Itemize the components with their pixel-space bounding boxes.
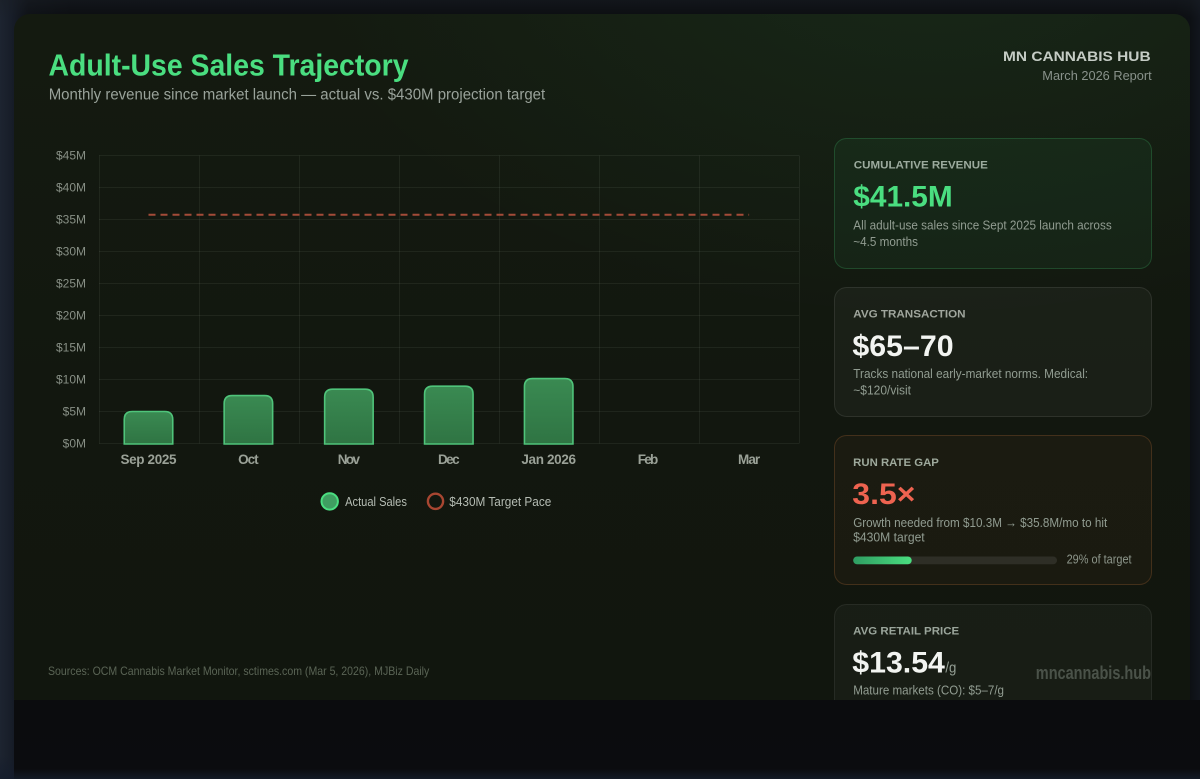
svg-text:Feb: Feb [638, 452, 658, 467]
svg-text:$20M: $20M [56, 309, 86, 323]
svg-text:Tracks national early-market n: Tracks national early-market norms. Medi… [853, 366, 1088, 381]
svg-text:Monthly revenue since market l: Monthly revenue since market launch — ac… [49, 87, 546, 104]
svg-text:$0M: $0M [63, 437, 86, 451]
svg-text:$41.5M: $41.5M [853, 181, 952, 214]
svg-text:$430M Target Pace: $430M Target Pace [449, 494, 551, 509]
svg-text:Mar: Mar [738, 452, 761, 467]
svg-text:Oct: Oct [238, 452, 259, 467]
svg-text:29% of target: 29% of target [1067, 552, 1132, 566]
svg-text:Sep 2025: Sep 2025 [121, 452, 177, 467]
svg-text:Jan 2026: Jan 2026 [521, 452, 576, 467]
svg-text:Adult-Use Sales Trajectory: Adult-Use Sales Trajectory [49, 49, 409, 83]
svg-text:Dec: Dec [438, 452, 460, 467]
svg-text:mncannabis.hub: mncannabis.hub [1036, 662, 1151, 683]
svg-text:~4.5 months: ~4.5 months [853, 234, 918, 249]
svg-text:$30M: $30M [56, 245, 86, 259]
svg-text:AVG TRANSACTION: AVG TRANSACTION [853, 308, 965, 320]
svg-text:AVG RETAIL PRICE: AVG RETAIL PRICE [853, 625, 959, 637]
svg-text:$13.54: $13.54 [852, 647, 945, 680]
svg-text:Actual Sales: Actual Sales [345, 494, 407, 509]
svg-text:MN CANNABIS HUB: MN CANNABIS HUB [1003, 49, 1151, 64]
svg-text:All adult-use sales since Sept: All adult-use sales since Sept 2025 laun… [853, 218, 1112, 233]
svg-text:Mature markets (CO): $5–7/g: Mature markets (CO): $5–7/g [853, 682, 1004, 697]
svg-text:/g: /g [945, 661, 956, 677]
svg-text:$40M: $40M [56, 181, 86, 195]
svg-text:RUN RATE GAP: RUN RATE GAP [853, 457, 939, 469]
svg-text:Sources: OCM Cannabis Market M: Sources: OCM Cannabis Market Monitor, sc… [48, 664, 429, 678]
svg-text:3.5×: 3.5× [852, 478, 915, 511]
svg-text:$15M: $15M [56, 341, 86, 355]
svg-text:$35M: $35M [56, 213, 86, 227]
svg-text:~$120/visit: ~$120/visit [853, 383, 911, 398]
svg-text:$25M: $25M [56, 277, 86, 291]
svg-text:$65–70: $65–70 [852, 330, 953, 363]
svg-text:CUMULATIVE REVENUE: CUMULATIVE REVENUE [854, 160, 988, 172]
svg-text:$5M: $5M [63, 405, 86, 419]
svg-text:March 2026 Report: March 2026 Report [1042, 68, 1152, 83]
svg-text:Nov: Nov [338, 452, 361, 467]
svg-text:Growth needed from $10.3M → $3: Growth needed from $10.3M → $35.8M/mo to… [853, 515, 1107, 530]
svg-text:$10M: $10M [56, 373, 86, 387]
svg-text:$45M: $45M [56, 149, 86, 163]
svg-text:$430M target: $430M target [853, 530, 925, 545]
